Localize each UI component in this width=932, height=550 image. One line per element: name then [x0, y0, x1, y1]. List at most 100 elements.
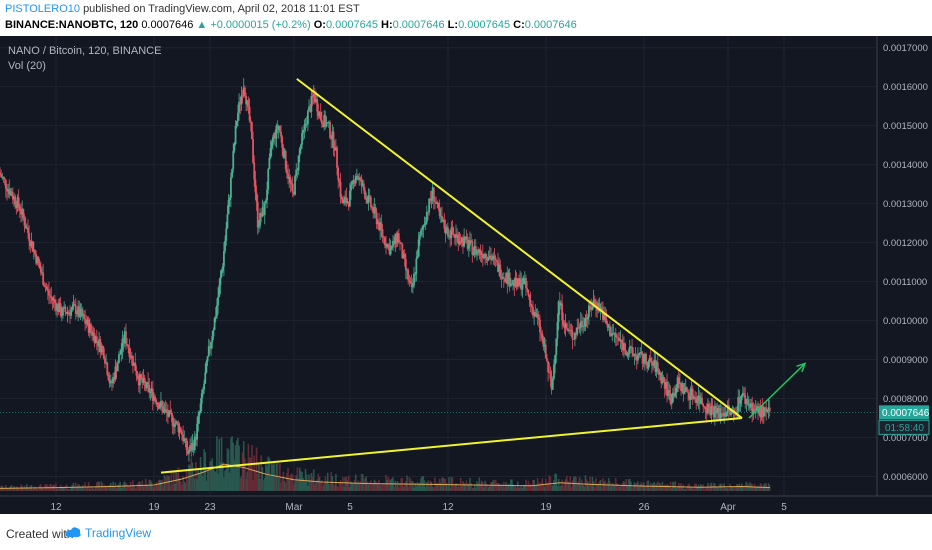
- price-change: +0.0000015 (+0.2%): [210, 19, 311, 31]
- volume-bar: [429, 480, 432, 491]
- candle-body: [302, 129, 305, 133]
- candle-body: [274, 133, 277, 139]
- chart-area[interactable]: 0.0006000 0.0007000 0.0008000 0.0009000 0.00…: [0, 36, 932, 514]
- volume-bars: [0, 436, 771, 491]
- volume-bar: [127, 486, 130, 491]
- candle-body: [227, 200, 230, 215]
- volume-bar: [251, 445, 253, 491]
- candle-body: [276, 125, 279, 130]
- volume-bar: [645, 486, 647, 491]
- volume-bar: [518, 488, 520, 491]
- volume-bar: [581, 479, 583, 491]
- publisher-link[interactable]: PISTOLERO10: [5, 3, 80, 15]
- volume-bar: [465, 480, 468, 491]
- candle-body: [71, 306, 74, 310]
- candle-body: [155, 399, 158, 405]
- volume-bar: [586, 481, 589, 491]
- price-axis[interactable]: 0.0006000 0.0007000 0.0008000 0.0009000 0.00…: [883, 43, 928, 483]
- volume-bar: [209, 461, 211, 491]
- candle-body: [262, 207, 265, 216]
- time-tick-label: 5: [781, 502, 787, 513]
- candle-body: [507, 272, 510, 284]
- candle-body: [431, 187, 434, 199]
- candle-body: [305, 124, 308, 125]
- candle-body: [644, 354, 646, 363]
- candle-body: [364, 190, 366, 199]
- candle-body: [754, 409, 757, 411]
- volume-bar: [120, 487, 123, 491]
- volume-bar: [246, 471, 249, 491]
- candle-body: [747, 404, 750, 405]
- volume-bar: [332, 483, 335, 491]
- volume-bar: [238, 445, 240, 491]
- candle-body: [474, 246, 477, 255]
- candle-body: [542, 337, 545, 347]
- candle-body: [481, 253, 484, 259]
- candle-body: [685, 387, 688, 392]
- candle-body: [569, 330, 572, 331]
- candle-body: [616, 336, 618, 338]
- volume-bar: [406, 475, 408, 491]
- volume-bar: [116, 484, 119, 491]
- volume-bar: [705, 487, 708, 491]
- volume-bar: [69, 489, 71, 491]
- candle-body: [502, 277, 505, 279]
- volume-bar: [555, 473, 558, 491]
- candle-body: [374, 206, 377, 213]
- candle-body: [10, 191, 13, 196]
- candle-body: [499, 264, 502, 278]
- candle-body: [125, 331, 127, 345]
- drawing-objects[interactable]: [160, 78, 807, 474]
- candle-body: [292, 192, 295, 195]
- volume-bar: [51, 486, 54, 491]
- candle-body: [762, 408, 765, 417]
- candle-body: [195, 436, 197, 440]
- candle-body: [471, 241, 474, 255]
- volume-bar: [310, 472, 313, 491]
- candle-body: [574, 332, 576, 339]
- candle-body: [221, 266, 224, 271]
- volume-bar: [80, 486, 83, 491]
- candle-body: [486, 258, 489, 261]
- volume-bar: [71, 485, 74, 491]
- candle-body: [572, 338, 575, 340]
- candle-body: [357, 175, 359, 180]
- publication-line: PISTOLERO10 published on TradingView.com…: [5, 3, 360, 15]
- price-tick-label: 0.0006000: [883, 472, 928, 483]
- price-chart-svg[interactable]: 0.0006000 0.0007000 0.0008000 0.0009000 0.00…: [0, 36, 932, 514]
- candle-body: [120, 349, 123, 355]
- volume-bar: [696, 487, 699, 491]
- time-axis[interactable]: 12 19 23 Mar 5 12 19 26 Apr 5: [50, 502, 787, 513]
- candle-body: [705, 411, 708, 414]
- tradingview-brand-link[interactable]: TradingView: [85, 526, 152, 540]
- candle-body: [338, 179, 341, 182]
- volume-bar: [227, 449, 230, 491]
- volume-bar: [226, 448, 229, 491]
- candle-body: [372, 207, 375, 214]
- candle-body: [470, 240, 473, 242]
- candle-body: [606, 323, 609, 328]
- candle-body: [42, 272, 45, 285]
- candle-body: [768, 407, 771, 412]
- volume-bar: [287, 467, 289, 491]
- volume-bar: [94, 486, 97, 491]
- candle-body: [310, 96, 313, 112]
- volume-bar: [424, 487, 427, 491]
- candle-body: [577, 327, 580, 329]
- candle-body: [661, 377, 664, 384]
- candle-body: [611, 333, 614, 336]
- candle-body: [278, 125, 281, 132]
- volume-bar: [333, 485, 336, 491]
- candle-body: [688, 392, 691, 400]
- candle-body: [162, 405, 165, 413]
- candle-body: [352, 179, 355, 181]
- candle-body: [43, 284, 46, 287]
- price-tick-label: 0.0008000: [883, 394, 928, 405]
- candle-body: [695, 397, 698, 404]
- volume-bar: [192, 473, 195, 491]
- volume-bar: [648, 487, 651, 491]
- candle-body: [722, 414, 724, 417]
- candle-body: [121, 338, 124, 350]
- volume-bar: [609, 481, 611, 491]
- volume-bar: [283, 480, 286, 491]
